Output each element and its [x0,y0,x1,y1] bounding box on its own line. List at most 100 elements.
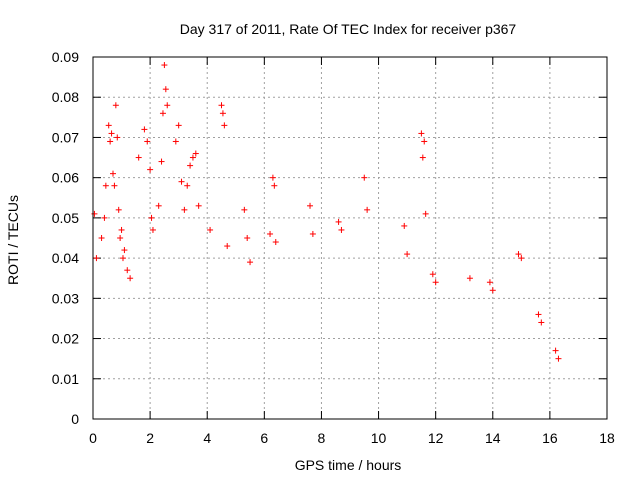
x-tick-label: 6 [260,430,268,446]
data-point [221,122,228,129]
axis-ticks [92,56,608,420]
x-tick-label: 14 [485,430,501,446]
grid-lines [93,57,607,419]
y-tick-label: 0.04 [52,250,79,266]
data-point [124,267,131,274]
data-point [218,102,225,109]
data-point [117,235,124,241]
x-tick-label: 2 [146,430,154,446]
data-point [418,130,425,137]
data-point [307,202,314,209]
y-tick-label: 0.01 [52,371,79,387]
data-point [155,202,162,209]
y-tick-label: 0.05 [52,210,79,226]
x-tick-label: 16 [542,430,558,446]
data-point [91,210,98,217]
data-point [112,102,119,109]
y-tick-label: 0.02 [52,331,79,347]
data-point [247,259,254,266]
data-point [189,154,196,161]
data-point [102,182,109,189]
y-tick-label: 0.09 [52,49,79,65]
data-point [271,182,278,189]
data-point [105,122,112,129]
data-point [118,226,125,233]
data-point [552,347,559,354]
data-point [224,243,231,250]
x-tick-label: 10 [371,430,387,446]
tick-labels: 0 2 4 6 8 10 12 14 16 18 0 0.01 0.02 0.03 0.04 0.05 0.06… [52,49,615,446]
data-point [181,206,188,213]
data-point [187,162,194,169]
chart-title: Day 317 of 2011, Rate Of TEC Index for r… [180,21,517,37]
data-point [147,166,154,173]
data-point [419,154,426,161]
x-tick-label: 12 [428,430,444,446]
data-point [241,206,248,213]
data-point [111,182,118,189]
data-point [555,355,562,362]
data-point [338,226,345,233]
data-point [429,271,436,278]
data-point [432,279,439,286]
data-point [538,319,545,326]
data-point [162,86,169,93]
data-point [489,287,496,294]
data-point [267,230,274,237]
data-point [269,174,276,181]
data-point [192,150,199,157]
data-point [161,62,168,69]
data-point [159,110,166,117]
data-point [422,210,429,217]
data-point [135,154,142,161]
y-tick-label: 0.06 [52,170,79,186]
data-point [421,138,428,145]
data-point [401,222,408,229]
data-point [364,206,371,213]
data-point [98,235,105,241]
data-point [335,218,342,225]
data-point [466,275,473,282]
data-point [107,138,114,145]
data-points [91,62,562,362]
x-tick-label: 4 [203,430,211,446]
y-tick-label: 0 [71,411,79,427]
data-point [108,130,115,137]
x-axis-title: GPS time / hours [295,457,402,473]
data-point [148,214,155,221]
data-point [309,230,316,237]
data-point [184,182,191,189]
data-point [121,247,128,254]
data-point [141,126,148,133]
y-tick-label: 0.08 [52,89,79,105]
data-point [219,110,226,117]
data-point [195,202,202,209]
data-point [361,174,368,181]
y-axis-title: ROTI / TECUs [5,195,21,285]
data-point [244,235,251,241]
x-tick-label: 8 [318,430,326,446]
x-tick-label: 0 [89,430,97,446]
data-point [404,251,411,258]
data-point [149,226,156,233]
y-tick-label: 0.07 [52,129,79,145]
y-tick-label: 0.03 [52,290,79,306]
data-point [172,138,179,145]
data-point [158,158,165,165]
data-point [93,255,100,262]
data-point [144,138,151,145]
data-point [109,170,116,177]
data-point [515,251,522,258]
data-point [486,279,493,286]
data-point [175,122,182,129]
data-point [178,178,185,185]
data-point [101,214,108,221]
data-point [114,134,121,141]
data-point [119,255,126,262]
data-point [207,226,214,233]
plot-frame [92,56,608,420]
data-point [272,239,279,246]
x-tick-label: 18 [599,430,615,446]
